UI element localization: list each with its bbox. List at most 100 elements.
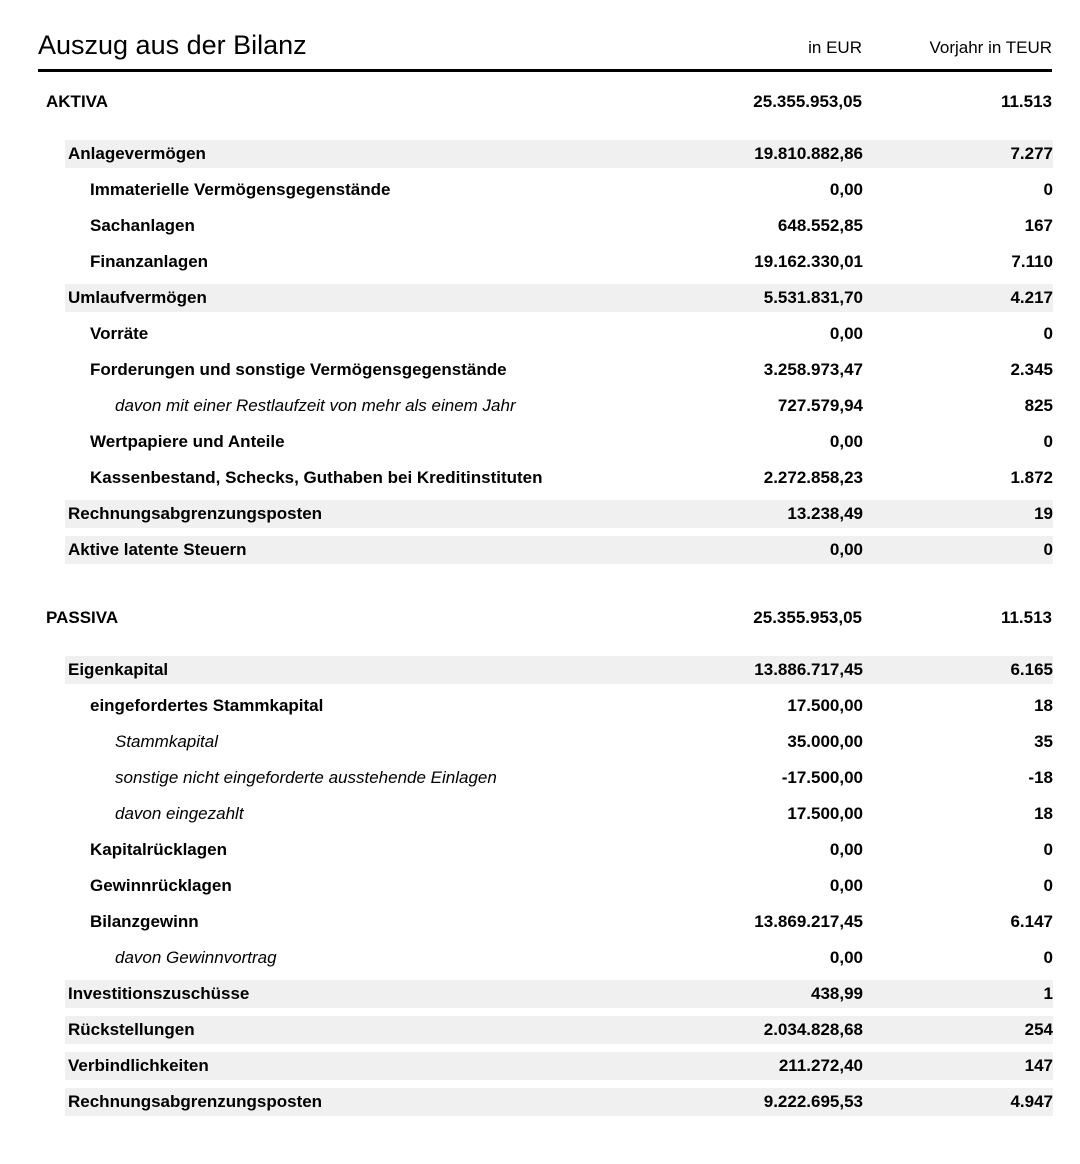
table-row: Kapitalrücklagen 0,00 0 (65, 836, 1053, 864)
row-label: Verbindlichkeiten (68, 1056, 209, 1075)
table-row: Umlaufvermögen 5.531.831,70 4.217 (65, 284, 1053, 312)
row-value-prev: 825 (1024, 396, 1053, 415)
row-label: davon mit einer Restlaufzeit von mehr al… (115, 396, 516, 415)
row-value-prev: 0 (1043, 180, 1053, 199)
row-value-eur: 25.355.953,05 (753, 608, 862, 627)
page-title: Auszug aus der Bilanz (38, 30, 307, 60)
table-row: Rechnungsabgrenzungsposten 13.238,49 19 (65, 500, 1053, 528)
row-value-eur: 0,00 (829, 876, 863, 895)
row-value-eur: 35.000,00 (787, 732, 863, 751)
row-value-eur: 13.886.717,45 (754, 660, 863, 679)
balance-sheet-page: Auszug aus der Bilanz in EUR Vorjahr in … (0, 30, 1080, 1164)
row-label: Wertpapiere und Anteile (90, 432, 285, 451)
row-label: eingefordertes Stammkapital (90, 696, 324, 715)
row-value-prev: 2.345 (1010, 360, 1053, 379)
row-value-eur: 17.500,00 (787, 804, 863, 823)
section-total-row: AKTIVA 25.355.953,05 11.513 (46, 88, 1052, 116)
row-value-prev: 7.110 (1011, 252, 1053, 271)
row-value-eur: 5.531.831,70 (763, 288, 863, 307)
header-rule (38, 69, 1052, 72)
row-value-eur: 211.272,40 (778, 1056, 863, 1075)
row-label: Anlagevermögen (68, 144, 206, 163)
row-value-prev: 11.513 (1000, 92, 1052, 111)
row-value-prev: 19 (1034, 504, 1053, 523)
row-value-prev: 0 (1043, 324, 1053, 343)
row-label: davon eingezahlt (115, 804, 244, 823)
table-row: eingefordertes Stammkapital 17.500,00 18 (65, 692, 1053, 720)
table-row: Bilanzgewinn 13.869.217,45 6.147 (65, 908, 1053, 936)
row-value-prev: 0 (1043, 876, 1053, 895)
row-value-prev: 167 (1024, 216, 1053, 235)
row-label: Vorräte (90, 324, 149, 343)
row-value-eur: 25.355.953,05 (753, 92, 862, 111)
row-value-prev: 6.147 (1010, 912, 1053, 931)
table-row: Forderungen und sonstige Vermögensgegens… (65, 356, 1053, 384)
row-value-prev: 147 (1024, 1056, 1053, 1075)
row-value-prev: 7.277 (1010, 144, 1053, 163)
row-label: Rückstellungen (68, 1020, 195, 1039)
row-value-prev: 18 (1034, 804, 1053, 823)
row-value-eur: 13.869.217,45 (754, 912, 863, 931)
table-row: Investitionszuschüsse 438,99 1 (65, 980, 1053, 1008)
table-row: Eigenkapital 13.886.717,45 6.165 (65, 656, 1053, 684)
row-value-eur: -17.500,00 (781, 768, 863, 787)
row-label: Gewinnrücklagen (90, 876, 232, 895)
row-label: sonstige nicht eingeforderte ausstehende… (115, 768, 497, 787)
row-value-eur: 19.162.330,01 (754, 252, 863, 271)
column-header-eur: in EUR (808, 38, 862, 57)
row-value-eur: 0,00 (829, 948, 863, 967)
row-label: Umlaufvermögen (68, 288, 207, 307)
row-label: Stammkapital (115, 732, 218, 751)
row-label: Kassenbestand, Schecks, Guthaben bei Kre… (90, 468, 543, 487)
row-label: Bilanzgewinn (90, 912, 199, 931)
row-label: Forderungen und sonstige Vermögensgegens… (90, 360, 507, 379)
row-label: Kapitalrücklagen (90, 840, 227, 859)
table-row: sonstige nicht eingeforderte ausstehende… (65, 764, 1053, 792)
column-headers: in EUR Vorjahr in TEUR (808, 38, 1052, 60)
row-label: AKTIVA (46, 92, 109, 111)
row-value-prev: 1 (1043, 984, 1053, 1003)
row-value-eur: 0,00 (829, 324, 863, 343)
row-label: Rechnungsabgrenzungsposten (68, 504, 323, 523)
table-row: Finanzanlagen 19.162.330,01 7.110 (65, 248, 1053, 276)
balance-section: PASSIVA 25.355.953,05 11.513 Eigenkapital 13… (0, 604, 1080, 1116)
row-value-prev: 6.165 (1010, 660, 1053, 679)
section-total-row: PASSIVA 25.355.953,05 11.513 (46, 604, 1052, 632)
balance-table: AKTIVA 25.355.953,05 11.513 Anlagevermögen 1… (0, 88, 1080, 1116)
row-value-eur: 13.238,49 (787, 504, 863, 523)
section-rows: Eigenkapital 13.886.717,45 6.165 eingeforde… (65, 656, 1053, 1116)
row-label: Rechnungsabgrenzungsposten (68, 1092, 323, 1111)
row-value-eur: 0,00 (829, 432, 863, 451)
row-value-eur: 438,99 (811, 984, 863, 1003)
table-row: Vorräte 0,00 0 (65, 320, 1053, 348)
row-value-prev: 254 (1024, 1020, 1053, 1039)
row-value-eur: 0,00 (829, 540, 863, 559)
row-value-prev: 11.513 (1000, 608, 1052, 627)
row-value-eur: 648.552,85 (777, 216, 863, 235)
document-header: Auszug aus der Bilanz in EUR Vorjahr in … (38, 30, 1052, 60)
row-value-prev: 18 (1034, 696, 1053, 715)
table-row: Rückstellungen 2.034.828,68 254 (65, 1016, 1053, 1044)
row-value-eur: 2.034.828,68 (763, 1020, 863, 1039)
row-label: davon Gewinnvortrag (115, 948, 277, 967)
row-value-prev: 4.947 (1010, 1092, 1053, 1111)
row-label: Sachanlagen (90, 216, 195, 235)
row-value-prev: 0 (1043, 840, 1053, 859)
row-value-eur: 2.272.858,23 (763, 468, 863, 487)
row-value-eur: 17.500,00 (787, 696, 863, 715)
row-label: Investitionszuschüsse (68, 984, 250, 1003)
section-rows: Anlagevermögen 19.810.882,86 7.277 Immateri… (65, 140, 1053, 564)
table-row: Kassenbestand, Schecks, Guthaben bei Kre… (65, 464, 1053, 492)
row-value-prev: -18 (1028, 768, 1053, 787)
table-row: Stammkapital 35.000,00 35 (65, 728, 1053, 756)
row-label: PASSIVA (46, 608, 119, 627)
row-value-prev: 1.872 (1010, 468, 1053, 487)
row-value-eur: 727.579,94 (777, 396, 863, 415)
row-value-prev: 35 (1034, 732, 1053, 751)
row-label: Aktive latente Steuern (68, 540, 247, 559)
row-value-eur: 0,00 (829, 840, 863, 859)
table-row: Sachanlagen 648.552,85 167 (65, 212, 1053, 240)
table-row: davon eingezahlt 17.500,00 18 (65, 800, 1053, 828)
row-value-prev: 0 (1043, 540, 1053, 559)
table-row: Rechnungsabgrenzungsposten 9.222.695,53 4.… (65, 1088, 1053, 1116)
